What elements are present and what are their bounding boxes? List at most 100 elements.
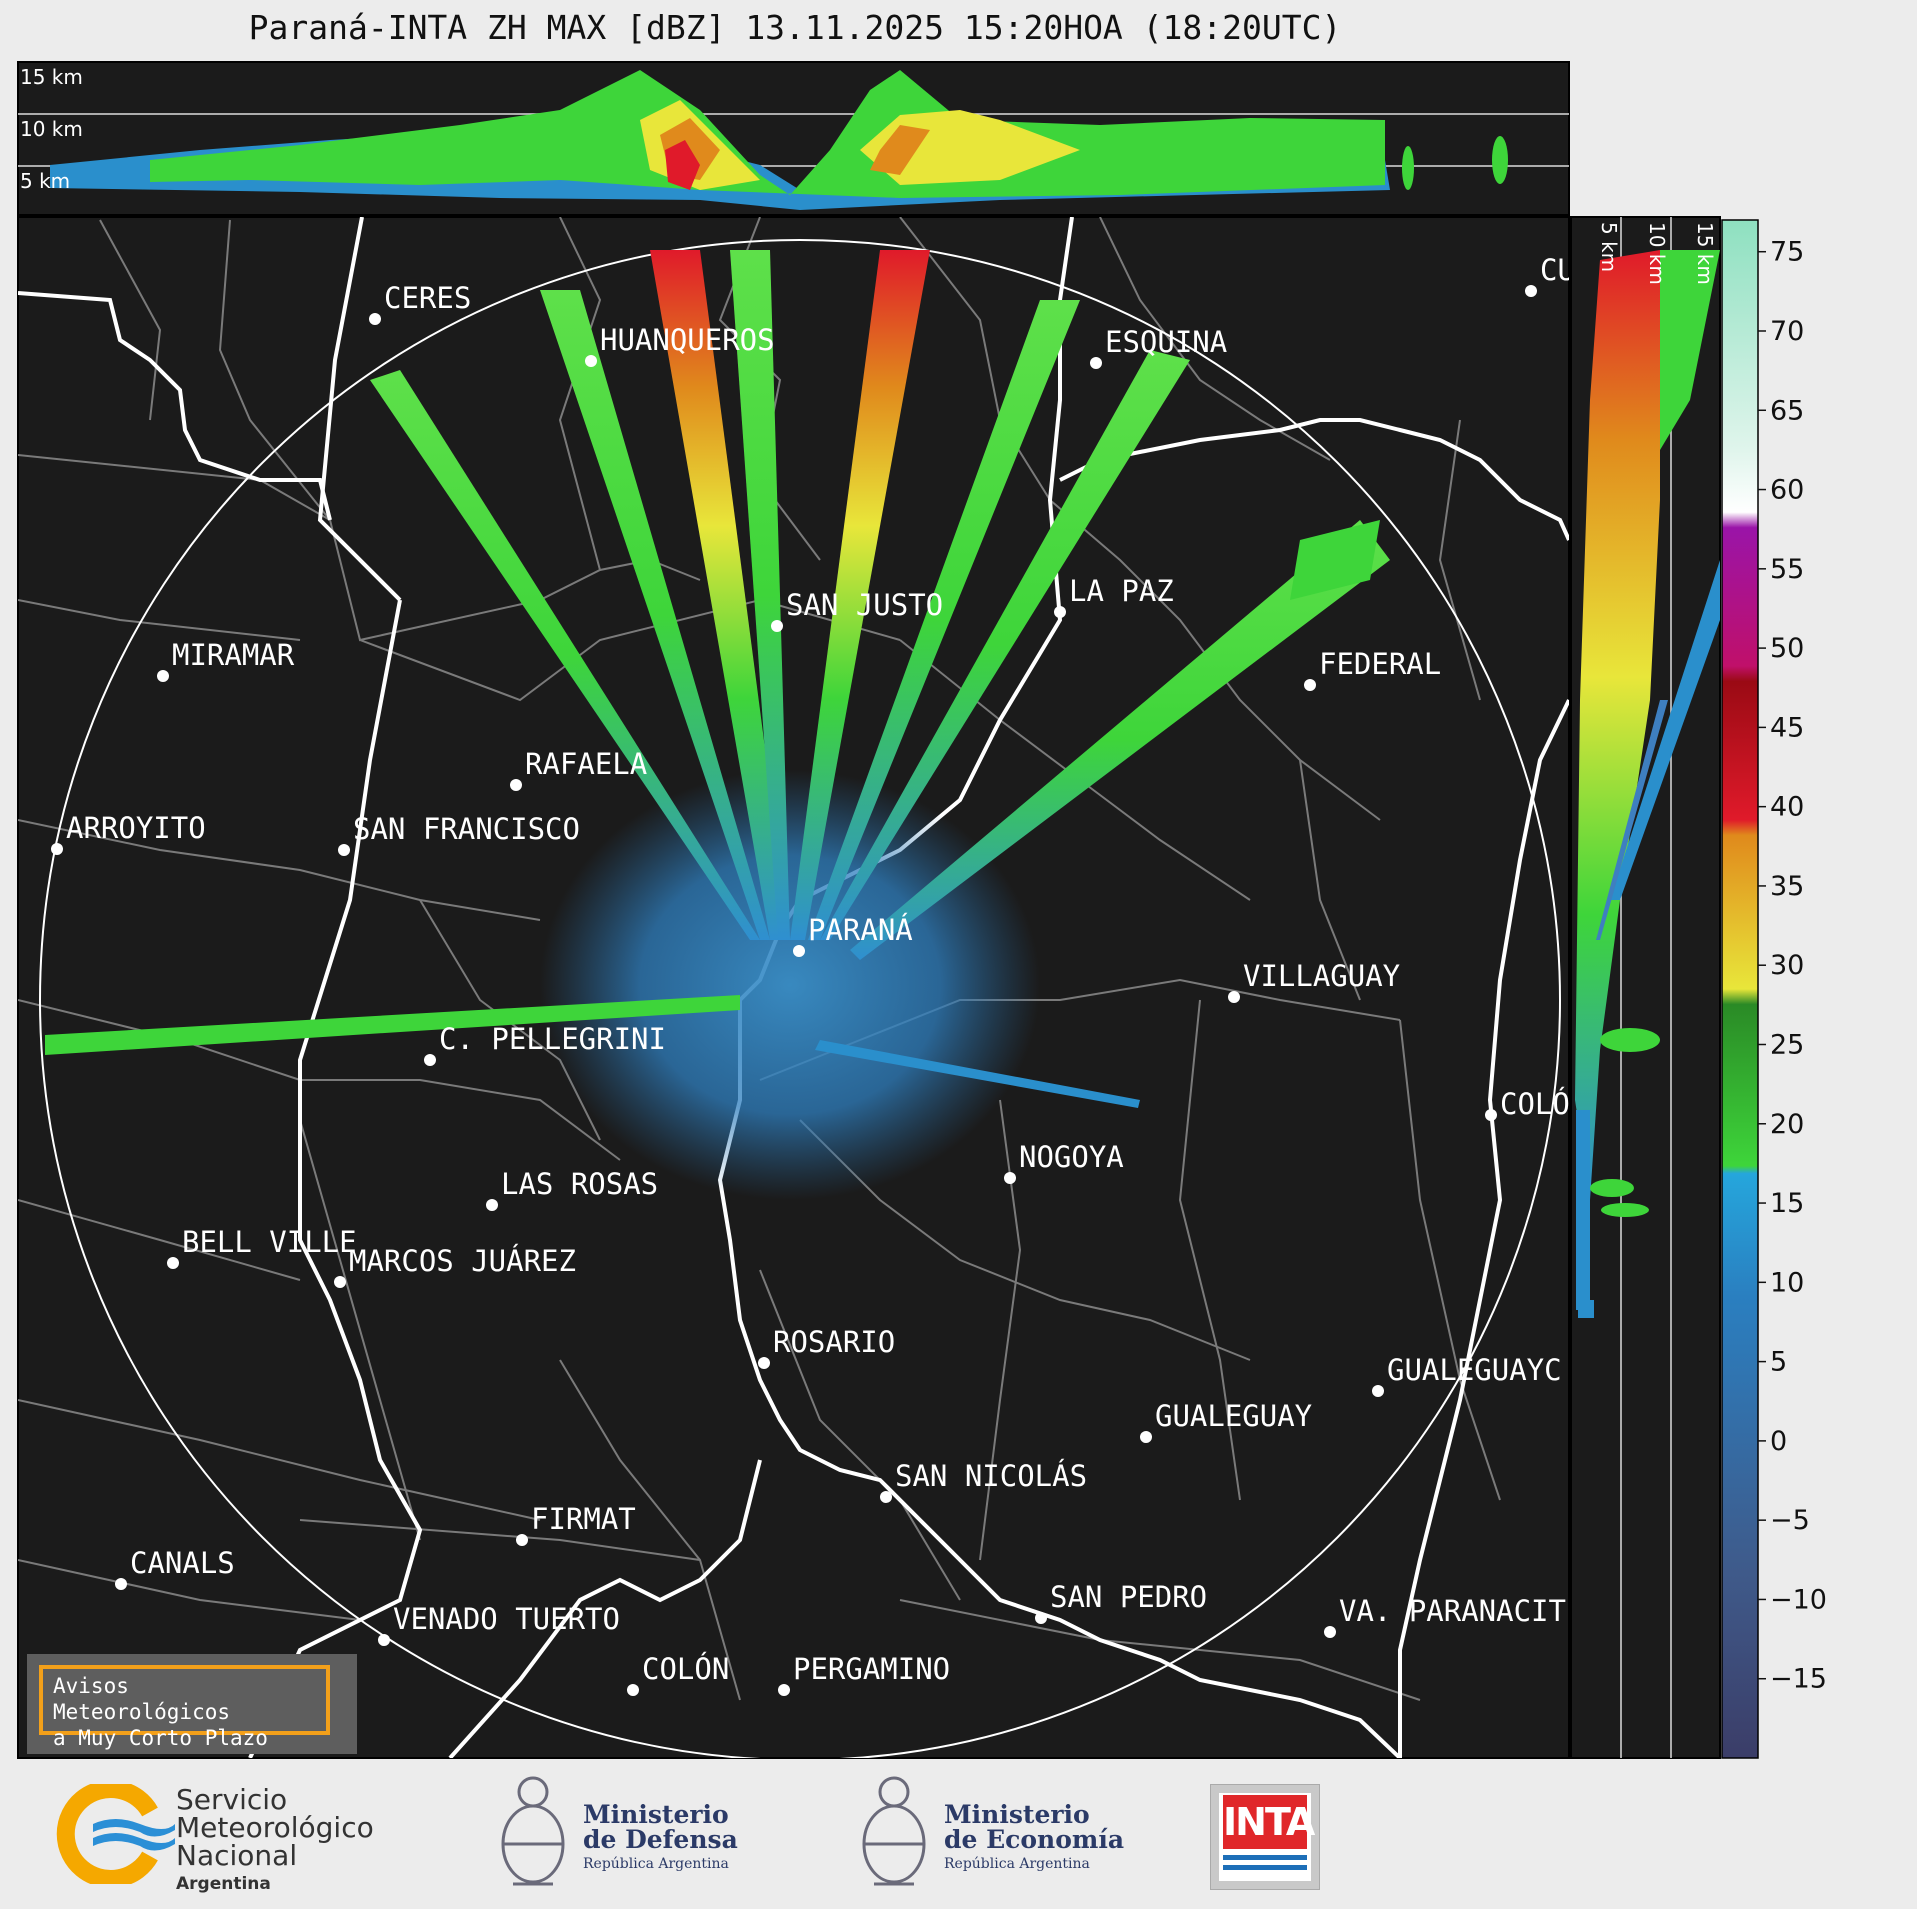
ground-clutter-echo [540, 770, 1040, 1200]
city-villaguay: VILLAGUAY [1228, 959, 1400, 1003]
svg-text:SAN PEDRO: SAN PEDRO [1050, 1580, 1207, 1614]
side-alt-label-10: 10 km [1645, 222, 1669, 285]
colorbar-tick-label: 40 [1770, 792, 1804, 823]
colorbar-tick-label: −10 [1770, 1584, 1827, 1615]
city-firmat: FIRMAT [516, 1502, 636, 1546]
top-echo-red [665, 140, 700, 190]
top-echo-green [150, 70, 1385, 198]
svg-text:VENADO TUERTO: VENADO TUERTO [393, 1602, 620, 1636]
top-echo-cell-east [1492, 136, 1508, 184]
city-marcos-juarez: MARCOS JUÁREZ [334, 1244, 576, 1288]
svg-text:COLÓN: COLÓN [642, 1652, 729, 1686]
side-echo-blue-streak-2 [1596, 700, 1668, 940]
svg-text:HUANQUEROS: HUANQUEROS [600, 323, 775, 357]
city-pergamino: PERGAMINO [778, 1652, 950, 1696]
top-echo-orange-right [870, 125, 930, 175]
city-gualeguay: GUALEGUAY [1140, 1399, 1312, 1443]
defensa-logo: Ministerio de Defensa República Argentin… [495, 1772, 755, 1892]
national-shield-icon [862, 1776, 926, 1886]
svg-text:ARROYITO: ARROYITO [66, 811, 206, 845]
inta-logo: INTA [1210, 1784, 1320, 1890]
svg-text:COLÓ: COLÓ [1500, 1087, 1570, 1121]
inta-wordmark: INTA [1223, 1795, 1315, 1849]
top-echo-cell-east-2 [1402, 146, 1414, 190]
inta-bar-2 [1223, 1865, 1307, 1870]
colorbar-tick-label: 65 [1770, 395, 1804, 426]
echo-cell-east [1290, 520, 1380, 600]
city-las-rosas: LAS ROSAS [486, 1167, 658, 1211]
radar-map-panel: CERES HUANQUEROS ESQUINA CU SAN JUSTO LA… [17, 216, 1570, 1759]
range-ring [39, 239, 1561, 1758]
svg-text:SAN JUSTO: SAN JUSTO [786, 588, 943, 622]
colorbar-tick-label: 10 [1770, 1267, 1804, 1298]
colorbar-tick-label: 30 [1770, 950, 1804, 981]
city-san-nicolas: SAN NICOLÁS [880, 1459, 1087, 1503]
inta-bar-1 [1223, 1855, 1307, 1860]
city-san-francisco: SAN FRANCISCO [338, 812, 580, 856]
svg-text:VA. PARANACIT: VA. PARANACIT [1339, 1594, 1566, 1628]
warning-line-1: Avisos Meteorológicos [53, 1674, 231, 1724]
svg-text:C. PELLEGRINI: C. PELLEGRINI [439, 1022, 666, 1056]
echo-spoke-w [45, 995, 740, 1055]
side-alt-label-5: 5 km [1597, 222, 1621, 272]
city-va-paranacito: VA. PARANACIT [1324, 1594, 1566, 1638]
defensa-line-1: Ministerio [583, 1800, 729, 1829]
svg-text:CERES: CERES [384, 281, 471, 315]
cities: CERES HUANQUEROS ESQUINA CU SAN JUSTO LA… [51, 253, 1570, 1696]
side-echo-cell-1 [1600, 1028, 1660, 1052]
svg-text:PARANÁ: PARANÁ [808, 913, 913, 947]
city-gualeguayc: GUALEGUAYC [1372, 1353, 1562, 1397]
side-cross-section-panel: 5 km 10 km 15 km [1570, 216, 1721, 1759]
side-echo-cell-3 [1601, 1203, 1649, 1217]
city-rafaela: RAFAELA [510, 747, 647, 791]
side-echo-blue-streak [1610, 560, 1720, 900]
svg-text:VILLAGUAY: VILLAGUAY [1243, 959, 1400, 993]
radar-echoes [45, 250, 1390, 1200]
side-echo-upper-green [1660, 250, 1720, 450]
svg-text:CANALS: CANALS [130, 1546, 235, 1580]
city-c-pellegrini: C. PELLEGRINI [424, 1022, 666, 1066]
city-huanqueros: HUANQUEROS [585, 323, 775, 367]
colorbar-tick-label: 5 [1770, 1347, 1787, 1378]
colorbar-tick-label: 55 [1770, 554, 1804, 585]
svg-text:PERGAMINO: PERGAMINO [793, 1652, 950, 1686]
colorbar-tick-label: 45 [1770, 712, 1804, 743]
svg-text:BELL VILLE: BELL VILLE [182, 1225, 357, 1259]
top-alt-label-5: 5 km [20, 169, 70, 193]
colorbar-tick-label: 60 [1770, 475, 1804, 506]
echo-spoke-ne [808, 300, 1080, 940]
defensa-line-2: de Defensa [583, 1825, 738, 1854]
side-echo-low-blue [1576, 1110, 1590, 1310]
svg-text:SAN NICOLÁS: SAN NICOLÁS [895, 1459, 1087, 1493]
svg-text:FIRMAT: FIRMAT [531, 1502, 636, 1536]
warning-box: Avisos Meteorológicos a Muy Corto Plazo [27, 1654, 357, 1754]
svg-text:NOGOYA: NOGOYA [1019, 1140, 1124, 1174]
national-shield-icon [501, 1776, 565, 1886]
svg-text:MIRAMAR: MIRAMAR [172, 638, 295, 672]
colorbar-tick-label: 15 [1770, 1188, 1804, 1219]
colorbar-tick-label: 0 [1770, 1426, 1787, 1457]
smn-line-2: Meteorológico [176, 1811, 374, 1844]
city-rosario: ROSARIO [758, 1325, 895, 1369]
svg-text:LA PAZ: LA PAZ [1069, 574, 1174, 608]
echo-spoke-nw [540, 290, 770, 940]
smn-logo: Servicio Meteorológico Nacional Argentin… [55, 1780, 374, 1894]
city-esquina: ESQUINA [1090, 325, 1227, 369]
smn-line-1: Servicio [176, 1783, 288, 1816]
echo-spoke-wnw [370, 370, 760, 940]
city-colo: COLÓ [1485, 1087, 1570, 1121]
svg-text:SAN FRANCISCO: SAN FRANCISCO [353, 812, 580, 846]
echo-spoke-ese [815, 1040, 1140, 1108]
defensa-line-3: República Argentina [583, 1856, 729, 1872]
map-title: Paraná-INTA ZH MAX [dBZ] 13.11.2025 15:2… [248, 8, 1342, 47]
side-echo-cell-2 [1590, 1179, 1634, 1197]
colorbar-scale [1721, 219, 1759, 1759]
colorbar-tick-label: 75 [1770, 237, 1804, 268]
city-arroyito: ARROYITO [51, 811, 206, 855]
economia-line-1: Ministerio [944, 1800, 1090, 1829]
svg-text:MARCOS JUÁREZ: MARCOS JUÁREZ [349, 1244, 576, 1278]
svg-text:LAS ROSAS: LAS ROSAS [501, 1167, 658, 1201]
city-la-paz: LA PAZ [1054, 574, 1174, 618]
